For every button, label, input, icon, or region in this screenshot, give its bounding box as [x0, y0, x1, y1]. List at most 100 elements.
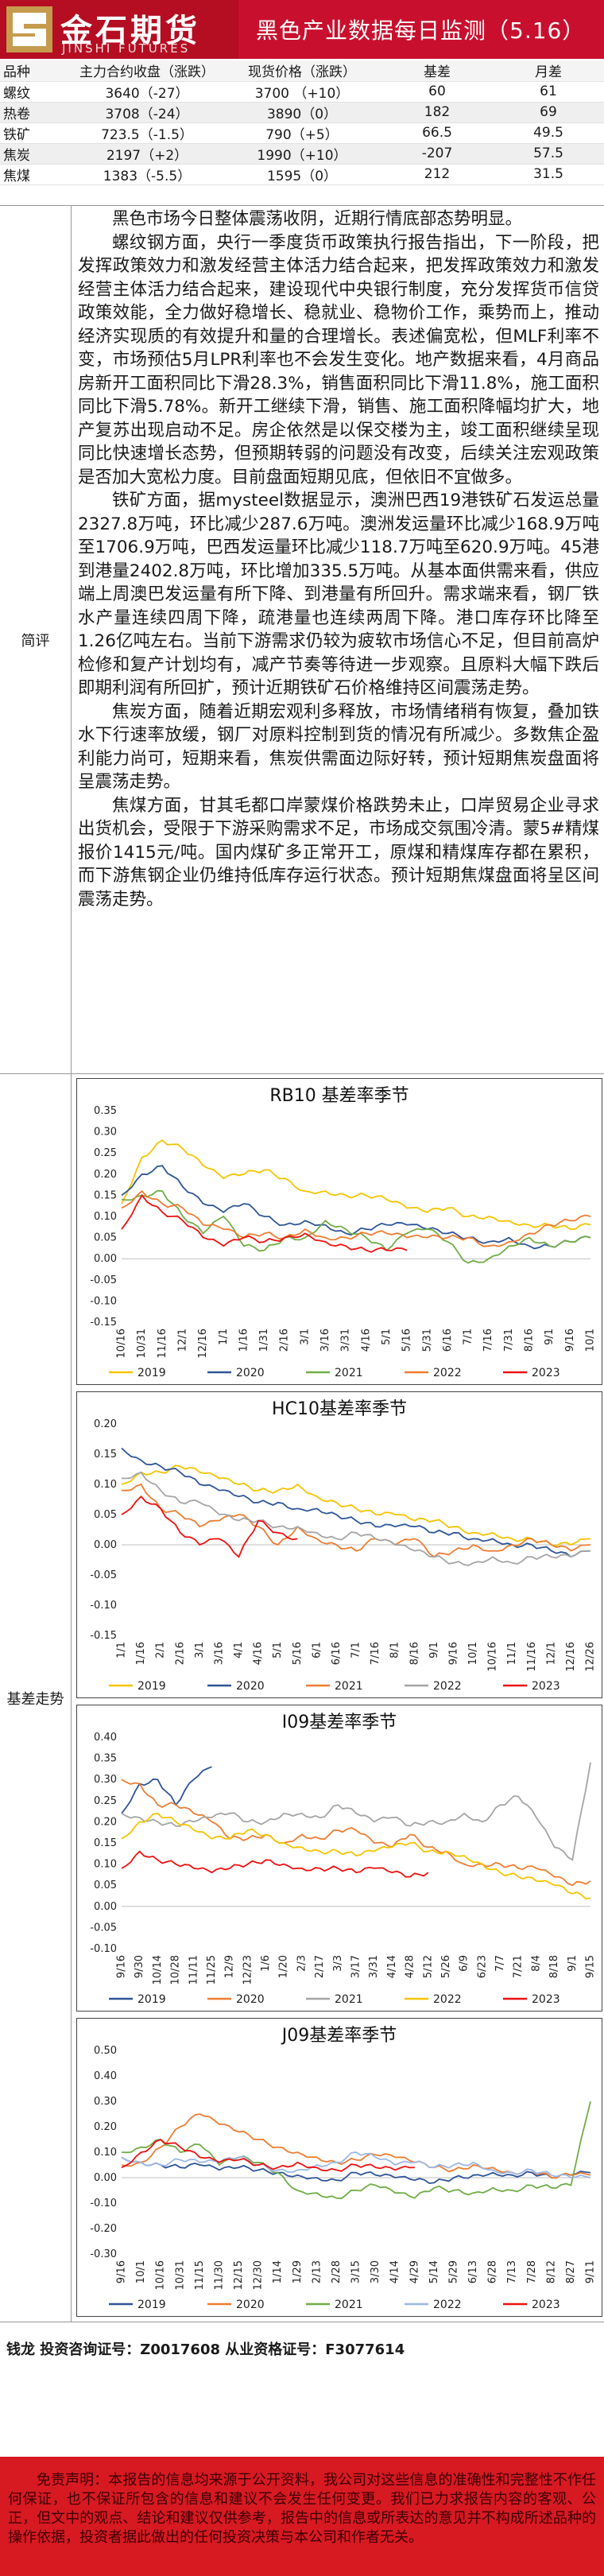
x-tick-label: 7/7 [494, 1955, 506, 1972]
x-tick-label: 7/16 [482, 1329, 494, 1352]
series-line-2022 [121, 2151, 591, 2178]
hc10-chart-svg: HC10基差率季节 -0.15 -0.10 -0.05 0.00 0.05 0.10 0.15… [90, 1399, 596, 1693]
x-tick-label: 2/16 [279, 1329, 291, 1352]
table-header-row: 品种 主力合约收盘（涨跌） 现货价格（涨跌） 基差 月差 [0, 60, 604, 82]
spread-value: 61 [493, 81, 604, 103]
y-tick-label: 0.10 [94, 2147, 117, 2159]
x-tick-label: 8/12 [545, 2260, 557, 2283]
legend-label: 2021 [335, 2299, 363, 2311]
spot-price: 3890（0） [223, 102, 381, 123]
x-tick-label: 2/3 [296, 1955, 308, 1972]
y-tick-label: -0.05 [90, 1569, 117, 1581]
y-tick-label: 0.00 [94, 2172, 117, 2184]
series-line-2023 [121, 2138, 415, 2172]
x-tick-label: 3/16 [213, 1642, 225, 1665]
product-name: 热卷 [0, 102, 72, 123]
x-tick-label: 10/16 [487, 1642, 499, 1671]
quote-table: 品种 主力合约收盘（涨跌） 现货价格（涨跌） 基差 月差 螺纹 3640（-27… [0, 60, 604, 185]
x-tick-label: 8/16 [408, 1642, 420, 1665]
spread-value: 69 [493, 102, 604, 123]
table-row: 铁矿 723.5（-1.5） 790（+5） 66.5 49.5 [0, 122, 604, 144]
x-tick-label: 3/1 [194, 1642, 206, 1658]
series-line-2019 [121, 1139, 591, 1230]
x-tick-label: 9/16 [116, 2260, 128, 2283]
legend-label: 2023 [532, 1993, 560, 2006]
x-tick-label: 11/16 [157, 1329, 168, 1358]
x-tick-label: 9/1 [428, 1642, 440, 1658]
futures-close: 2197（+2） [72, 143, 223, 165]
y-tick-label: 0.40 [94, 2070, 117, 2082]
futures-close: 723.5（-1.5） [72, 122, 223, 144]
y-tick-label: 0.25 [94, 1147, 117, 1159]
y-tick-label: 0.15 [94, 1837, 117, 1849]
y-tick-label: 0.15 [94, 1189, 117, 1201]
x-tick-label: 4/28 [405, 1955, 416, 1978]
x-tick-label: 9/15 [585, 1955, 597, 1978]
x-tick-label: 2/16 [174, 1642, 186, 1665]
series-line-2020 [121, 1779, 591, 1887]
x-tick-label: 9/1 [544, 1329, 556, 1345]
logo-chinese-name: 金石期货 [60, 13, 200, 49]
x-tick-label: 7/28 [526, 2260, 538, 2283]
basis-value: 182 [381, 102, 493, 123]
x-tick-label: 3/17 [350, 1955, 362, 1978]
legend-label: 2022 [433, 1680, 462, 1693]
x-tick-label: 7/21 [513, 1955, 525, 1978]
column-header: 基差 [381, 60, 493, 82]
legend-label: 2019 [137, 2299, 166, 2311]
commentary-body: 黑色市场今日整体震荡收阴，近期行情底部态势明显。 螺纹钢方面，央行一季度货币政策… [78, 208, 599, 911]
y-tick-label: -0.10 [90, 1600, 117, 1612]
chart-title: RB10 基差率季节 [269, 1086, 408, 1106]
series-line-2021 [121, 1762, 591, 1861]
x-tick-label: 12/9 [224, 1955, 236, 1978]
x-tick-label: 5/29 [447, 2260, 459, 2283]
y-tick-label: 0.25 [94, 1795, 117, 1807]
x-tick-label: 1/6 [260, 1955, 272, 1972]
x-tick-label: 6/9 [459, 1955, 470, 1972]
y-tick-label: -0.10 [90, 1943, 117, 1955]
y-tick-label: 0.40 [94, 1732, 117, 1744]
x-tick-label: 7/1 [463, 1329, 474, 1345]
x-tick-label: 7/31 [503, 1329, 515, 1352]
series-line-2022 [121, 1471, 591, 1566]
legend-label: 2021 [335, 1367, 363, 1379]
series-line-2022 [121, 1812, 591, 1900]
y-tick-label: 0.20 [94, 2121, 117, 2133]
x-tick-label: 10/31 [174, 2260, 186, 2290]
x-tick-label: 4/14 [389, 2260, 401, 2283]
legend-label: 2020 [236, 1680, 265, 1693]
x-tick-label: 12/1 [176, 1329, 188, 1352]
x-tick-label: 2/17 [314, 1955, 326, 1978]
x-tick-label: 4/14 [386, 1955, 398, 1978]
basis-value: 60 [381, 81, 493, 103]
legend-label: 2020 [236, 1993, 265, 2006]
table-row: 螺纹 3640（-27） 3700 （+10） 60 61 [0, 81, 604, 103]
y-tick-label: -0.10 [90, 1295, 117, 1307]
x-tick-label: 3/16 [319, 1329, 331, 1352]
x-tick-label: 1/29 [292, 2260, 304, 2283]
x-tick-label: 11/30 [213, 2260, 225, 2290]
x-tick-label: 4/16 [360, 1329, 372, 1352]
legend-label: 2021 [335, 1680, 363, 1693]
x-tick-label: 8/4 [530, 1955, 542, 1972]
legend-label: 2019 [137, 1367, 166, 1379]
x-tick-label: 3/31 [368, 1955, 380, 1978]
chart-title: I09基差率季节 [282, 1713, 397, 1732]
spread-value: 31.5 [493, 164, 604, 185]
x-tick-label: 9/16 [447, 1642, 459, 1665]
futures-close: 1383（-5.5） [72, 164, 223, 185]
x-tick-label: 5/16 [401, 1329, 413, 1352]
x-tick-label: 2/28 [331, 2260, 343, 2283]
legend-label: 2023 [532, 1680, 560, 1693]
legend-label: 2019 [137, 1993, 166, 2006]
logo: 金石期货 JINSHI FUTURES [0, 0, 238, 59]
x-tick-label: 12/16 [565, 1642, 577, 1671]
y-tick-label: 0.35 [94, 1753, 117, 1765]
x-tick-label: 11/1 [506, 1642, 518, 1665]
x-tick-label: 3/31 [340, 1329, 352, 1352]
y-tick-label: 0.20 [94, 1816, 117, 1828]
x-tick-label: 8/18 [548, 1955, 560, 1978]
column-header: 月差 [493, 60, 604, 82]
basis-charts-section: 基差走势 [0, 1073, 604, 2322]
x-tick-label: 11/15 [194, 2260, 206, 2290]
